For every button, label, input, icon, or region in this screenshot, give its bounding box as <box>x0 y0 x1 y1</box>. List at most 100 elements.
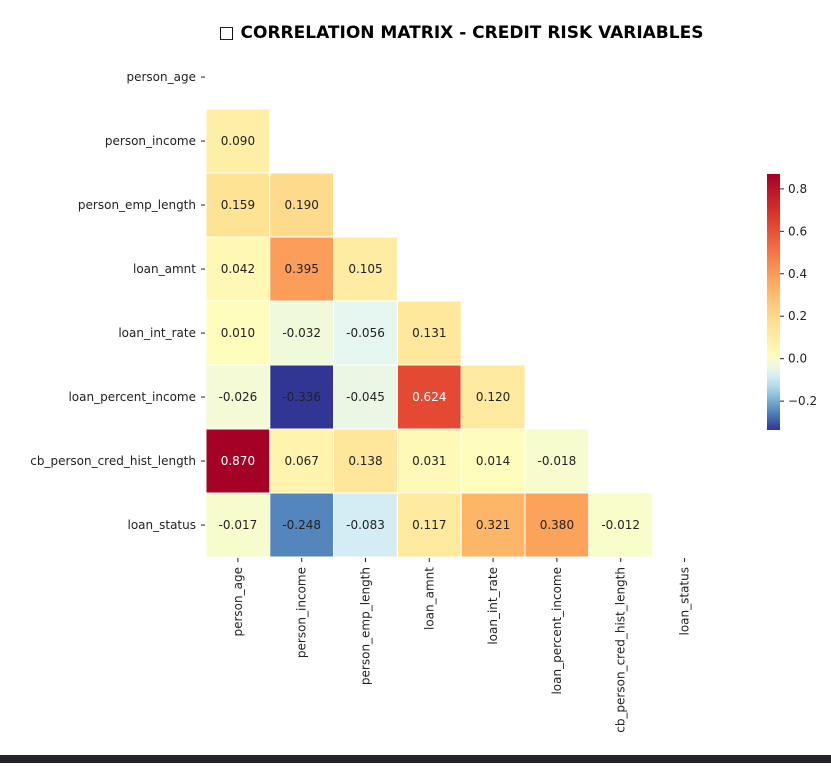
colorbar-tick-label: 0.4 <box>788 267 807 281</box>
heatmap-cell-fill <box>205 236 271 302</box>
heatmap-cell-cb_person_cred_hist_length-loan_percent_income: -0.018 <box>524 428 590 494</box>
heatmap-cell-loan_amnt-person_emp_length: 0.105 <box>333 236 398 302</box>
heatmap-cell-label: 0.010 <box>221 326 255 340</box>
heatmap-cell-loan_status-loan_int_rate: 0.321 <box>460 492 526 558</box>
heatmap-cell-cb_person_cred_hist_length-person_income: 0.067 <box>269 428 335 494</box>
heatmap-cell-label: 0.031 <box>412 454 446 468</box>
heatmap-cell-label: -0.017 <box>219 518 258 532</box>
heatmap-cell-fill <box>396 492 462 558</box>
heatmap-cell-label: 0.067 <box>285 454 319 468</box>
heatmap-cell-label: -0.248 <box>282 518 321 532</box>
heatmap-cell-loan_percent_income-person_age: -0.026 <box>205 364 271 430</box>
heatmap-cell-label: 0.380 <box>540 518 574 532</box>
heatmap-cell-label: 0.624 <box>412 390 446 404</box>
x-tick-label-person_income: person_income <box>295 567 309 658</box>
colorbar-tick-label: −0.2 <box>788 394 817 408</box>
y-tick-label-loan_status: loan_status <box>127 518 196 532</box>
heatmap-cell-loan_amnt-person_income: 0.395 <box>269 236 335 302</box>
heatmap-cell-person_emp_length-person_age: 0.159 <box>205 172 271 238</box>
x-tick-label-cb_person_cred_hist_length: cb_person_cred_hist_length <box>614 567 628 733</box>
heatmap-cell-label: 0.090 <box>221 134 255 148</box>
chart-title: □ CORRELATION MATRIX - CREDIT RISK VARIA… <box>219 23 704 43</box>
heatmap-cell-loan_status-loan_amnt: 0.117 <box>396 492 462 558</box>
x-tick-label-loan_status: loan_status <box>678 567 692 636</box>
y-tick-label-person_income: person_income <box>105 134 196 148</box>
heatmap-cell-label: 0.042 <box>221 262 255 276</box>
y-tick-label-loan_int_rate: loan_int_rate <box>118 326 196 340</box>
y-tick-label-loan_amnt: loan_amnt <box>133 262 196 276</box>
y-tick-label-loan_percent_income: loan_percent_income <box>68 390 196 404</box>
x-axis-labels: person_age person_income person_emp_length… <box>231 558 692 733</box>
heatmap-cell-cb_person_cred_hist_length-person_emp_length: 0.138 <box>333 428 398 494</box>
heatmap-cell-label: -0.056 <box>346 326 385 340</box>
heatmap-cell-loan_int_rate-person_age: 0.010 <box>205 300 271 366</box>
heatmap-cell-fill <box>524 428 590 494</box>
heatmap-cell-fill <box>205 108 271 174</box>
heatmap-cell-fill <box>269 364 335 430</box>
heatmap-cell-label: -0.083 <box>346 518 385 532</box>
heatmap-cell-cb_person_cred_hist_length-loan_int_rate: 0.014 <box>460 428 526 494</box>
heatmap-cell-loan_status-person_emp_length: -0.083 <box>333 492 398 558</box>
heatmap-cell-label: 0.014 <box>476 454 510 468</box>
x-tick-label-loan_int_rate: loan_int_rate <box>486 567 500 645</box>
heatmap-cell-fill <box>269 172 335 238</box>
heatmap-cell-person_income-person_age: 0.090 <box>205 108 271 174</box>
heatmap-cell-loan_percent_income-loan_amnt: 0.624 <box>396 364 462 430</box>
heatmap-cell-fill <box>269 300 335 366</box>
heatmap-cell-loan_int_rate-person_income: -0.032 <box>269 300 335 366</box>
x-tick-label-loan_amnt: loan_amnt <box>422 567 436 630</box>
heatmap-cell-fill <box>524 492 590 558</box>
heatmap-cell-loan_status-person_income: -0.248 <box>269 492 335 558</box>
heatmap-cell-label: -0.336 <box>282 390 321 404</box>
heatmap-cell-fill <box>205 428 271 494</box>
heatmap-cell-label: 0.131 <box>412 326 446 340</box>
heatmap-cell-label: 0.159 <box>221 198 255 212</box>
heatmap-cell-label: 0.120 <box>476 390 510 404</box>
colorbar-tick-label: 0.2 <box>788 309 807 323</box>
heatmap-cell-fill <box>396 428 462 494</box>
heatmap-cell-person_emp_length-person_income: 0.190 <box>269 172 335 238</box>
heatmap-cell-label: 0.138 <box>348 454 382 468</box>
heatmap-cell-label: 0.395 <box>285 262 319 276</box>
heatmap-cell-fill <box>269 428 335 494</box>
heatmap-cell-fill <box>460 428 526 494</box>
y-axis-labels: person_age person_income person_emp_length… <box>30 70 205 532</box>
heatmap-cell-fill <box>396 364 462 430</box>
heatmap-cell-label: -0.018 <box>538 454 577 468</box>
heatmap-cell-loan_int_rate-person_emp_length: -0.056 <box>333 300 398 366</box>
heatmap-cell-loan_percent_income-person_income: -0.336 <box>269 364 335 430</box>
heatmap-cell-cb_person_cred_hist_length-person_age: 0.870 <box>205 428 271 494</box>
colorbar: 0.8 0.6 0.4 0.2 0.0 −0.2 <box>767 174 817 430</box>
heatmap-cells: 0.090 0.159 0.190 0.042 0.395 0.105 0.010 -0.03… <box>205 108 654 558</box>
y-tick-label-cb_person_cred_hist_length: cb_person_cred_hist_length <box>30 454 196 468</box>
heatmap-cell-cb_person_cred_hist_length-loan_amnt: 0.031 <box>396 428 462 494</box>
heatmap-cell-fill <box>205 492 271 558</box>
heatmap-cell-loan_percent_income-loan_int_rate: 0.120 <box>460 364 526 430</box>
colorbar-tick-label: 0.8 <box>788 182 807 196</box>
heatmap-cell-label: -0.045 <box>346 390 385 404</box>
colorbar-gradient <box>767 174 780 430</box>
heatmap-cell-label: 0.870 <box>221 454 255 468</box>
heatmap-cell-loan_int_rate-loan_amnt: 0.131 <box>396 300 462 366</box>
heatmap-cell-loan_status-loan_percent_income: 0.380 <box>524 492 590 558</box>
heatmap-cell-fill <box>333 236 398 302</box>
heatmap-cell-fill <box>205 172 271 238</box>
heatmap-cell-label: 0.190 <box>285 198 319 212</box>
heatmap-cell-label: -0.026 <box>219 390 258 404</box>
y-tick-label-person_emp_length: person_emp_length <box>78 198 196 212</box>
heatmap-cell-fill <box>333 428 398 494</box>
x-tick-label-person_age: person_age <box>231 567 245 637</box>
heatmap-cell-label: -0.012 <box>601 518 640 532</box>
heatmap-cell-label: 0.105 <box>348 262 382 276</box>
heatmap-cell-label: 0.117 <box>412 518 446 532</box>
x-tick-label-person_emp_length: person_emp_length <box>359 567 373 685</box>
colorbar-tick-label: 0.0 <box>788 352 807 366</box>
heatmap-cell-fill <box>588 492 654 558</box>
heatmap-cell-loan_amnt-person_age: 0.042 <box>205 236 271 302</box>
heatmap-cell-loan_percent_income-person_emp_length: -0.045 <box>333 364 398 430</box>
heatmap-cell-label: 0.321 <box>476 518 510 532</box>
heatmap-cell-loan_status-cb_person_cred_hist_length: -0.012 <box>588 492 654 558</box>
x-tick-label-loan_percent_income: loan_percent_income <box>550 567 564 695</box>
